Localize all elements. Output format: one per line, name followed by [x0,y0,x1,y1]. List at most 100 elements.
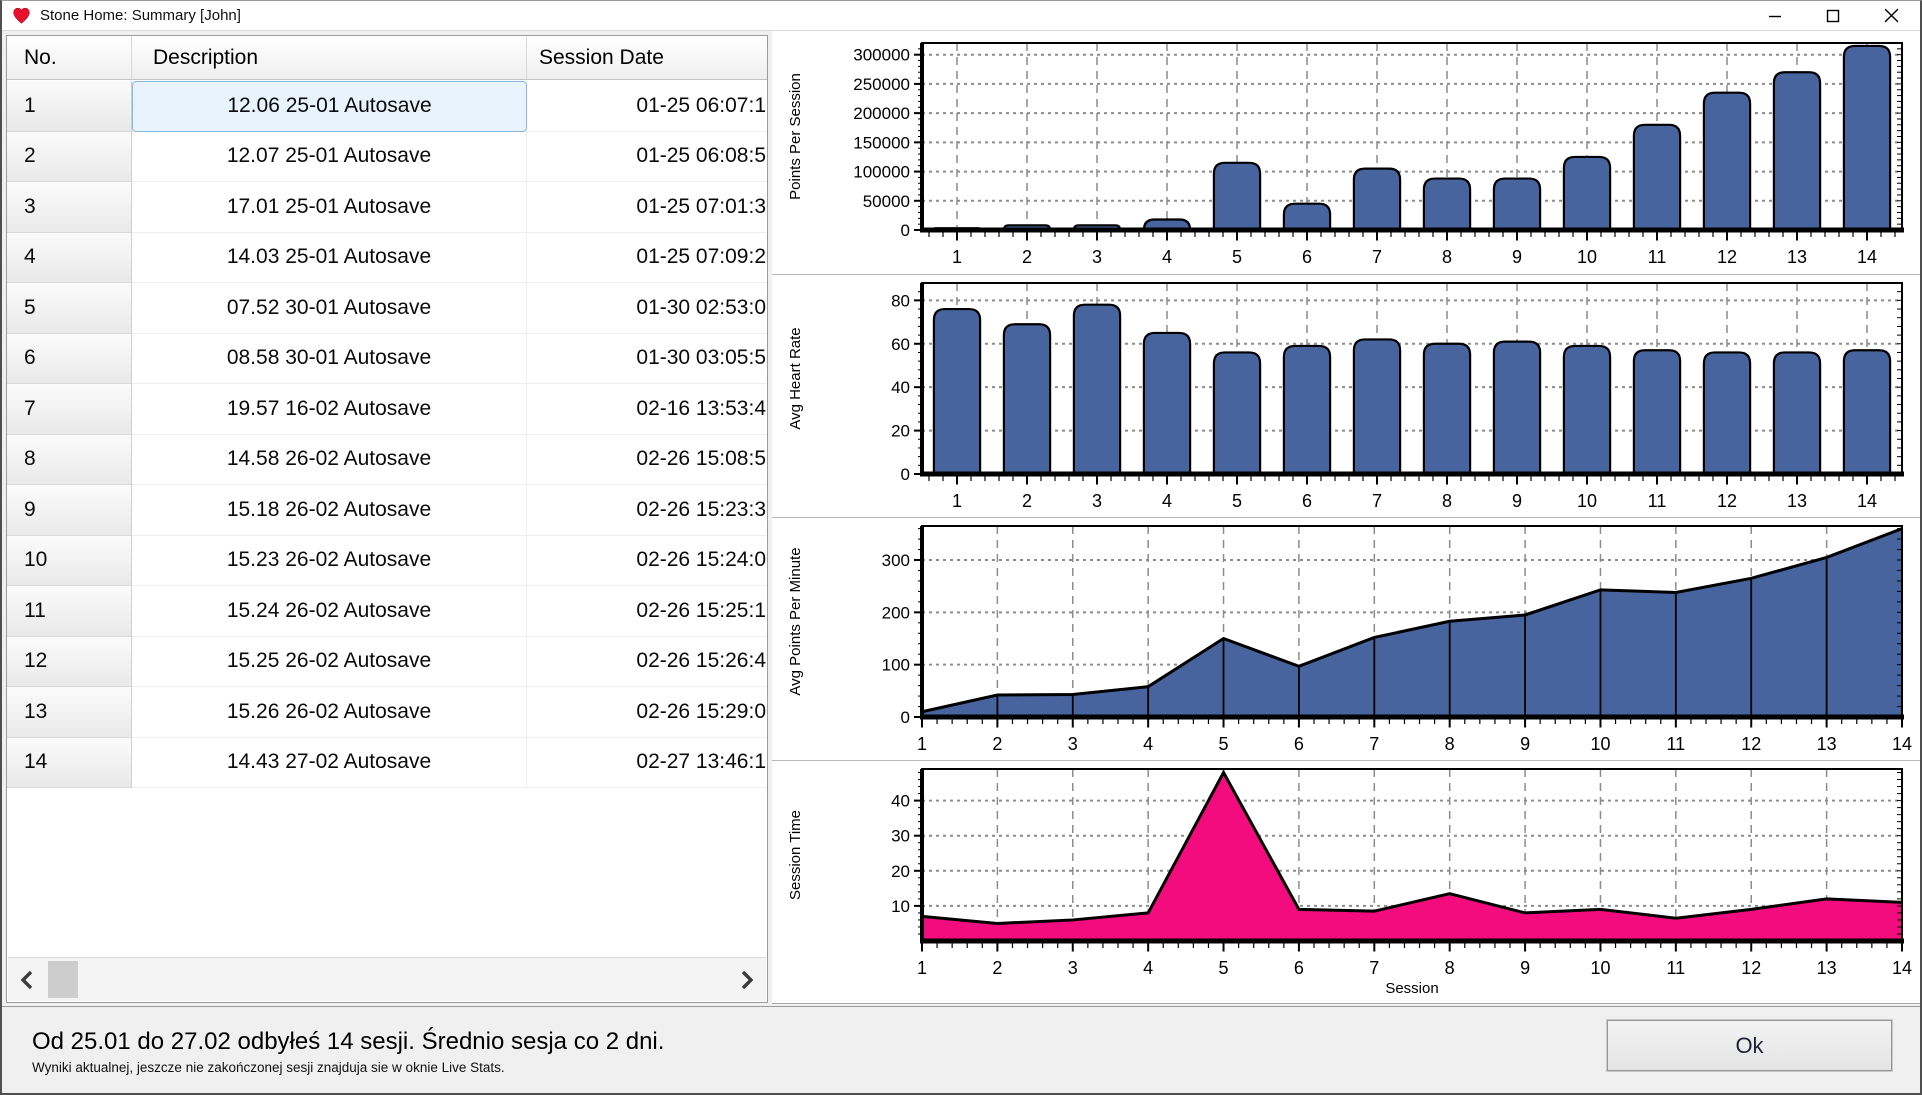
row-number-cell[interactable]: 14 [7,737,132,788]
row-number-cell[interactable]: 12 [7,636,132,687]
svg-text:11: 11 [1667,734,1686,754]
table-row[interactable]: 9 15.18 26-02 Autosave 02-26 15:23:3 [7,485,767,536]
row-number-cell[interactable]: 7 [7,384,132,435]
column-header-session-date[interactable]: Session Date [539,45,664,69]
session-date-cell[interactable]: 01-25 07:09:2 [527,233,767,283]
description-cell[interactable]: 19.57 16-02 Autosave [132,384,527,435]
svg-text:4: 4 [1162,247,1172,267]
close-button[interactable] [1862,1,1920,30]
svg-text:12: 12 [1717,247,1737,267]
session-date-cell[interactable]: 02-16 13:53:4 [527,384,767,435]
table-row[interactable]: 6 08.58 30-01 Autosave 01-30 03:05:5 [7,333,767,384]
session-date-cell[interactable]: 01-25 06:07:1 [527,81,767,132]
title-bar: Stone Home: Summary [John] [2,1,1920,31]
description-cell[interactable]: 08.58 30-01 Autosave [132,333,527,384]
svg-text:14: 14 [1857,491,1877,511]
session-date-cell[interactable]: 01-30 02:53:0 [527,283,767,334]
table-row[interactable]: 13 15.26 26-02 Autosave 02-26 15:29:0 [7,687,767,738]
svg-text:Points Per Session: Points Per Session [787,73,804,200]
session-date-cell[interactable]: 02-26 15:08:5 [527,435,767,485]
description-cell[interactable]: 15.26 26-02 Autosave [132,687,527,738]
table-row[interactable]: 14 14.43 27-02 Autosave 02-27 13:46:1 [7,737,767,788]
session-date-cell[interactable]: 02-26 15:26:4 [527,637,767,687]
svg-text:200000: 200000 [853,104,910,123]
scrollbar-thumb[interactable] [48,961,78,998]
description-cell[interactable]: 12.07 25-01 Autosave [132,131,527,182]
horizontal-scrollbar[interactable] [8,957,766,1001]
row-number-cell[interactable]: 5 [7,283,132,334]
row-number-cell[interactable]: 10 [7,535,132,586]
maximize-icon [1826,9,1840,22]
svg-text:9: 9 [1520,734,1530,754]
minimize-button[interactable] [1746,1,1804,30]
sessions-table-panel: No. Description Session Date 1 12.06 25-0… [6,35,768,1003]
window-title: Stone Home: Summary [John] [40,7,241,24]
table-row[interactable]: 10 15.23 26-02 Autosave 02-26 15:24:0 [7,535,767,586]
row-number-cell[interactable]: 11 [7,586,132,637]
table-row[interactable]: 7 19.57 16-02 Autosave 02-16 13:53:4 [7,384,767,435]
table-row[interactable]: 12 15.25 26-02 Autosave 02-26 15:26:4 [7,636,767,687]
description-cell[interactable]: 15.23 26-02 Autosave [132,535,527,586]
status-note-text: Wyniki aktualnej, jeszcze nie zakończone… [32,1060,505,1075]
session-date-cell[interactable]: 01-30 03:05:5 [527,334,767,384]
status-summary-text: Od 25.01 do 27.02 odbyłeś 14 sesji. Śred… [32,1028,665,1055]
row-number-cell[interactable]: 9 [7,485,132,536]
column-header-description[interactable]: Description [132,36,527,79]
table-row[interactable]: 1 12.06 25-01 Autosave 01-25 06:07:1 [7,81,767,132]
row-number-cell[interactable]: 6 [7,333,132,384]
description-cell[interactable]: 15.18 26-02 Autosave [132,485,527,536]
session-date-cell[interactable]: 01-25 06:08:5 [527,132,767,182]
column-header-no[interactable]: No. [7,36,132,79]
scroll-left-button[interactable] [8,958,46,1001]
session-date-cell[interactable]: 02-26 15:25:1 [527,586,767,637]
svg-text:10: 10 [1590,734,1610,754]
svg-text:7: 7 [1369,734,1379,754]
ok-button[interactable]: Ok [1606,1019,1893,1072]
table-row[interactable]: 4 14.03 25-01 Autosave 01-25 07:09:2 [7,232,767,283]
description-cell[interactable]: 17.01 25-01 Autosave [132,182,527,233]
description-cell[interactable]: 14.58 26-02 Autosave [132,434,527,485]
svg-text:150000: 150000 [853,133,910,152]
svg-text:20: 20 [891,422,910,441]
table-row[interactable]: 11 15.24 26-02 Autosave 02-26 15:25:1 [7,586,767,637]
scroll-right-button[interactable] [728,958,766,1001]
svg-text:0: 0 [901,221,910,240]
row-number-cell[interactable]: 2 [7,131,132,182]
row-number-cell[interactable]: 13 [7,687,132,738]
table-row[interactable]: 2 12.07 25-01 Autosave 01-25 06:08:5 [7,131,767,182]
svg-text:3: 3 [1068,734,1078,754]
svg-text:10: 10 [1590,958,1610,978]
table-row[interactable]: 8 14.58 26-02 Autosave 02-26 15:08:5 [7,434,767,485]
description-cell[interactable]: 12.06 25-01 Autosave [132,81,527,132]
svg-text:1: 1 [917,958,927,978]
table-row[interactable]: 5 07.52 30-01 Autosave 01-30 02:53:0 [7,283,767,334]
description-cell[interactable]: 15.24 26-02 Autosave [132,586,527,637]
table-header: No. Description Session Date [7,36,767,80]
charts-panel: 0 50000 100000 150000 200000 250000 300000 1 2 3 4… [772,31,1920,1004]
svg-text:14: 14 [1857,247,1877,267]
svg-text:10: 10 [1577,247,1597,267]
svg-text:100000: 100000 [853,163,910,182]
description-cell[interactable]: 07.52 30-01 Autosave [132,283,527,334]
session-date-cell[interactable]: 02-26 15:23:3 [527,485,767,536]
description-cell[interactable]: 14.43 27-02 Autosave [132,737,527,788]
session-date-cell[interactable]: 02-26 15:24:0 [527,536,767,586]
row-number-cell[interactable]: 1 [7,81,132,132]
table-row[interactable]: 3 17.01 25-01 Autosave 01-25 07:01:3 [7,182,767,233]
description-cell[interactable]: 14.03 25-01 Autosave [132,232,527,283]
session-date-cell[interactable]: 02-27 13:46:1 [527,738,767,788]
row-number-cell[interactable]: 8 [7,434,132,485]
row-number-cell[interactable]: 4 [7,232,132,283]
svg-text:4: 4 [1162,491,1172,511]
scrollbar-track[interactable] [46,958,728,1001]
row-number-cell[interactable]: 3 [7,182,132,233]
window-controls [1746,1,1920,30]
maximize-button[interactable] [1804,1,1862,30]
session-date-cell[interactable]: 01-25 07:01:3 [527,182,767,233]
svg-text:300: 300 [882,551,910,570]
session-date-cell[interactable]: 02-26 15:29:0 [527,687,767,738]
svg-text:13: 13 [1817,958,1837,978]
chart-avg-points-per-minute: 0 100 200 300 1 2 3 4 5 6 7 8 9 10 11 12 13 14 Avg Points … [772,517,1920,760]
svg-text:3: 3 [1092,491,1102,511]
description-cell[interactable]: 15.25 26-02 Autosave [132,636,527,687]
